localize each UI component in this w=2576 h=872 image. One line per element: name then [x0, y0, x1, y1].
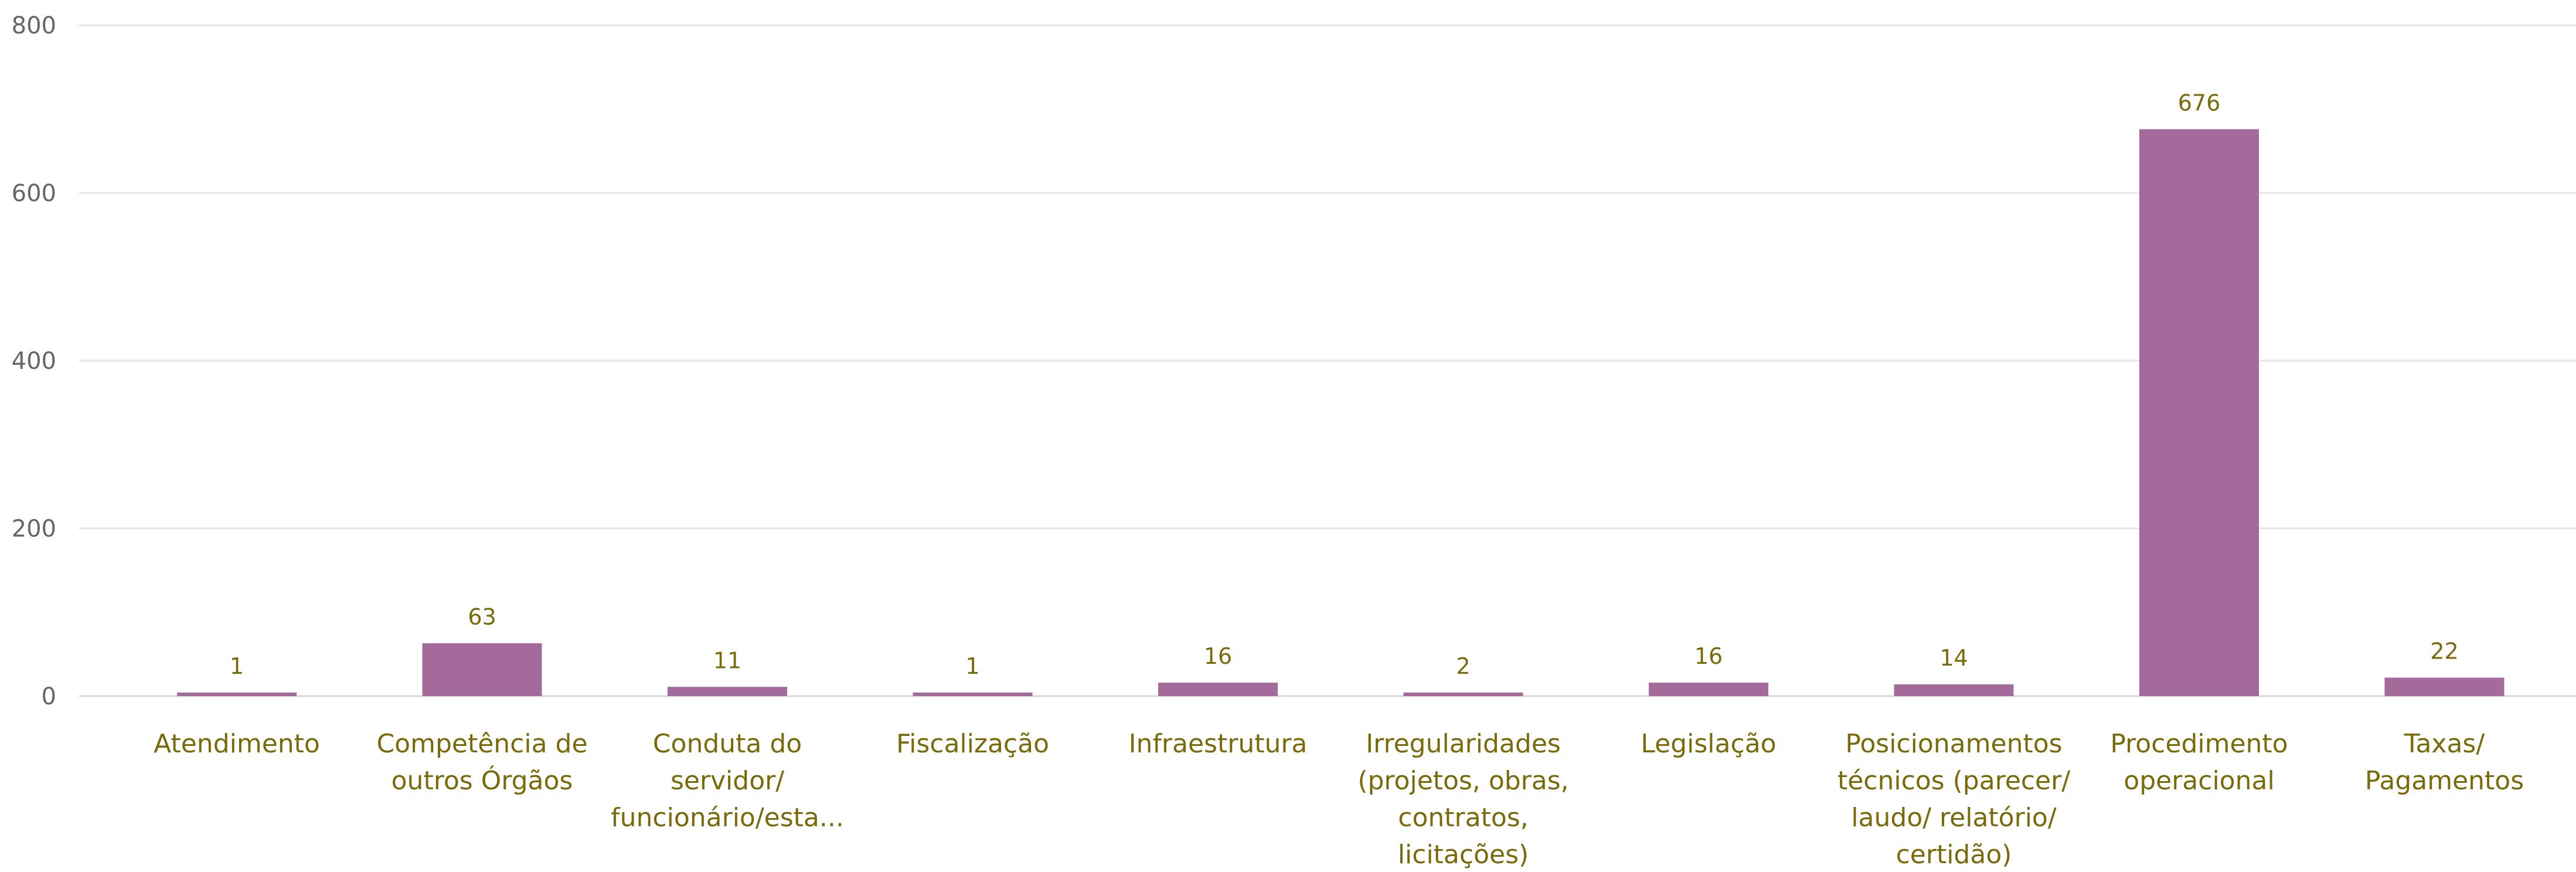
x-category-label-line: Posicionamentos: [1845, 729, 2062, 759]
x-category-label-line: Pagamentos: [2365, 766, 2524, 796]
x-category-label-5: Irregularidades (projetos, obras, contrato…: [1357, 729, 1568, 870]
data-label-9: 22: [2430, 639, 2458, 664]
x-category-label-line: certidão): [1896, 840, 2012, 870]
y-tick-label-600: 600: [12, 180, 56, 207]
x-category-label-line: contratos,: [1398, 803, 1528, 833]
x-category-label-8: Procedimento operacional: [2110, 729, 2288, 796]
x-category-label-0: Atendimento: [154, 729, 320, 759]
y-tick-label-800: 800: [12, 12, 56, 39]
bar-7: [1894, 684, 2014, 696]
x-category-label-line: Taxas/: [2404, 729, 2485, 759]
x-category-label-line: Conduta do: [653, 729, 802, 759]
x-category-label-line: Procedimento: [2110, 729, 2288, 759]
x-axis-labels: Atendimento Competência de outros ÓrgãosCo…: [154, 729, 2524, 870]
y-tick-label-200: 200: [12, 515, 56, 542]
x-category-label-line: Legislação: [1641, 729, 1776, 759]
x-category-label-line: servidor/: [671, 766, 784, 796]
x-category-label-4: Infraestrutura: [1129, 729, 1308, 759]
x-category-label-3: Fiscalização: [896, 729, 1049, 759]
x-category-label-line: Atendimento: [154, 729, 320, 759]
x-category-label-line: outros Órgãos: [392, 765, 573, 796]
bar-6: [1649, 683, 1768, 696]
data-label-2: 11: [713, 647, 741, 673]
x-category-label-line: técnicos (parecer/: [1837, 766, 2070, 796]
bar-8: [2139, 129, 2259, 696]
data-label-0: 1: [230, 653, 244, 679]
x-category-label-line: Infraestrutura: [1129, 729, 1308, 759]
data-label-5: 2: [1456, 653, 1470, 679]
x-category-label-line: (projetos, obras,: [1357, 766, 1568, 796]
bar-4: [1158, 683, 1278, 696]
x-category-label-line: Irregularidades: [1366, 729, 1561, 759]
y-tick-label-0: 0: [42, 683, 56, 710]
data-label-4: 16: [1204, 643, 1232, 669]
data-label-8: 676: [2178, 90, 2221, 116]
bars: [177, 129, 2504, 696]
bar-5: [1403, 693, 1523, 696]
x-category-label-1: Competência de outros Órgãos: [376, 729, 587, 796]
x-category-label-line: licitações): [1398, 840, 1529, 870]
x-category-label-7: Posicionamentos técnicos (parecer/laudo/ …: [1837, 729, 2070, 870]
y-tick-label-400: 400: [12, 348, 56, 375]
y-axis-ticks: 0 200 400 600 800: [12, 12, 56, 710]
x-category-label-2: Conduta do servidor/funcionário/esta...: [611, 729, 844, 833]
x-category-label-9: Taxas/Pagamentos: [2365, 729, 2524, 796]
x-category-label-6: Legislação: [1641, 729, 1776, 759]
bar-3: [913, 693, 1033, 696]
data-label-1: 63: [468, 604, 496, 630]
x-category-label-line: operacional: [2124, 766, 2274, 796]
x-category-label-line: Competência de: [376, 729, 587, 759]
data-label-7: 14: [1939, 645, 1968, 671]
bar-0: [177, 693, 297, 696]
x-category-label-line: funcionário/esta...: [611, 803, 844, 833]
data-label-3: 1: [965, 653, 979, 679]
bar-9: [2384, 677, 2504, 696]
x-category-label-line: Fiscalização: [896, 729, 1049, 759]
data-label-6: 16: [1694, 643, 1723, 669]
bar-2: [668, 687, 787, 696]
x-category-label-line: laudo/ relatório/: [1851, 803, 2057, 833]
bar-1: [422, 643, 542, 696]
